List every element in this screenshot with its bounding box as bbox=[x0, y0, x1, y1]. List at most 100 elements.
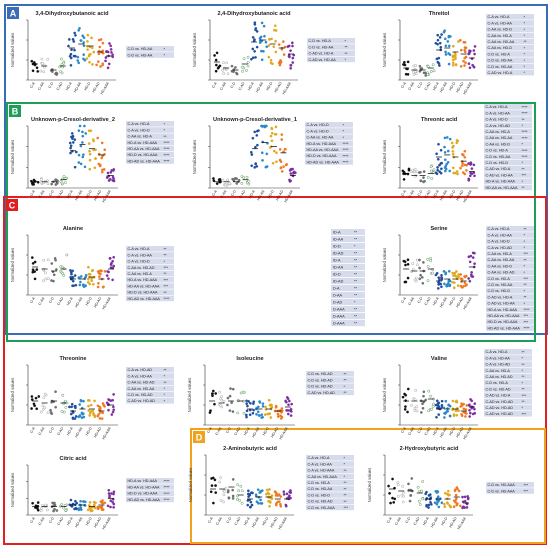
data-point bbox=[226, 178, 229, 182]
data-point bbox=[440, 501, 444, 505]
data-point bbox=[36, 504, 40, 508]
data-point bbox=[407, 482, 410, 486]
data-point bbox=[464, 55, 468, 59]
data-point bbox=[413, 70, 417, 74]
data-point bbox=[106, 504, 110, 508]
data-point bbox=[62, 410, 66, 414]
data-point bbox=[464, 283, 468, 287]
x-tick-label: C-D bbox=[225, 426, 232, 434]
data-point bbox=[36, 508, 40, 512]
data-point bbox=[443, 151, 447, 154]
data-point bbox=[392, 501, 396, 504]
data-point bbox=[240, 181, 244, 185]
x-tick-label: C-A bbox=[29, 516, 36, 524]
data-point bbox=[406, 410, 409, 414]
stat-row-bg bbox=[305, 140, 353, 147]
data-point bbox=[274, 39, 277, 43]
data-point bbox=[442, 269, 446, 273]
stat-significance: * bbox=[522, 123, 524, 128]
x-tick-label: C-A bbox=[211, 81, 218, 89]
data-point bbox=[225, 61, 229, 65]
data-point bbox=[404, 263, 407, 267]
data-point bbox=[254, 162, 258, 165]
data-point bbox=[88, 167, 92, 171]
x-tick-label: C-A bbox=[400, 426, 407, 434]
x-tick-label: HD-AA bbox=[74, 189, 83, 201]
data-point bbox=[74, 415, 78, 418]
x-tick-label: HD-A bbox=[65, 81, 73, 91]
x-tick-label: HD-AD bbox=[93, 189, 102, 201]
data-point bbox=[71, 136, 74, 139]
data-point bbox=[62, 506, 65, 510]
data-point bbox=[260, 489, 264, 492]
data-point bbox=[92, 411, 95, 415]
data-point bbox=[284, 400, 288, 404]
data-point bbox=[415, 170, 419, 174]
data-point bbox=[288, 494, 291, 498]
stat-row-bg bbox=[305, 122, 353, 128]
stat-comparison: HD-D vs. HD-AAA bbox=[128, 153, 158, 157]
data-point bbox=[429, 259, 433, 263]
data-point bbox=[278, 158, 282, 162]
data-point bbox=[465, 506, 469, 509]
stat-significance: ** bbox=[354, 251, 358, 256]
data-point bbox=[460, 404, 464, 407]
data-point bbox=[230, 64, 234, 68]
y-axis-label: Normalized values bbox=[10, 33, 15, 67]
data-point bbox=[466, 495, 469, 498]
data-point bbox=[49, 411, 53, 414]
data-point bbox=[251, 136, 255, 140]
data-point bbox=[99, 65, 102, 68]
data-point bbox=[88, 158, 92, 162]
stat-row-bg bbox=[331, 243, 365, 250]
stat-significance: * bbox=[343, 135, 345, 140]
stat-comparison: C-D vs. HD-AA bbox=[488, 65, 513, 69]
data-point bbox=[108, 42, 111, 45]
data-point bbox=[240, 489, 244, 493]
x-tick-label: C-A bbox=[207, 516, 214, 524]
data-point bbox=[100, 508, 104, 512]
data-point bbox=[465, 169, 468, 172]
data-point bbox=[421, 497, 424, 501]
data-point bbox=[464, 415, 467, 418]
stat-row-bg bbox=[486, 257, 534, 263]
data-point bbox=[440, 399, 444, 403]
chart-title: Citric acid bbox=[59, 456, 87, 462]
stat-row-bg bbox=[305, 128, 353, 134]
x-tick-label: HD-A bbox=[422, 516, 430, 526]
data-point bbox=[396, 481, 400, 484]
data-point bbox=[55, 509, 59, 512]
data-point bbox=[443, 169, 447, 173]
stat-significance: * bbox=[345, 38, 347, 43]
data-point bbox=[401, 484, 405, 488]
x-tick-label: HD-AD bbox=[455, 296, 464, 308]
stat-significance: ** bbox=[164, 134, 168, 139]
data-point bbox=[91, 63, 94, 66]
x-tick-label: C-A bbox=[29, 189, 36, 197]
panel-frame-B bbox=[6, 102, 536, 342]
data-point bbox=[459, 273, 463, 276]
x-tick-label: C-AD bbox=[57, 516, 65, 526]
stat-row-bg bbox=[126, 373, 174, 379]
data-point bbox=[91, 409, 95, 413]
data-point bbox=[444, 44, 448, 48]
stat-significance: ** bbox=[164, 271, 168, 276]
stat-row-bg bbox=[307, 38, 355, 44]
x-tick-label: HD-AA bbox=[439, 426, 448, 438]
data-point bbox=[473, 402, 477, 406]
data-point bbox=[402, 63, 405, 66]
data-point bbox=[289, 414, 293, 417]
stat-significance: * bbox=[522, 368, 524, 373]
data-point bbox=[286, 412, 290, 416]
data-point bbox=[36, 70, 40, 73]
x-tick-label: HD-AAA bbox=[101, 296, 112, 310]
x-tick-label: HD-D bbox=[448, 189, 456, 199]
data-point bbox=[62, 175, 66, 178]
data-point bbox=[436, 402, 440, 405]
stat-row-bg bbox=[331, 236, 365, 243]
x-tick-label: C-A bbox=[400, 81, 407, 89]
data-point bbox=[73, 274, 77, 277]
x-tick-label: C-D bbox=[226, 516, 233, 524]
data-point bbox=[449, 505, 453, 509]
